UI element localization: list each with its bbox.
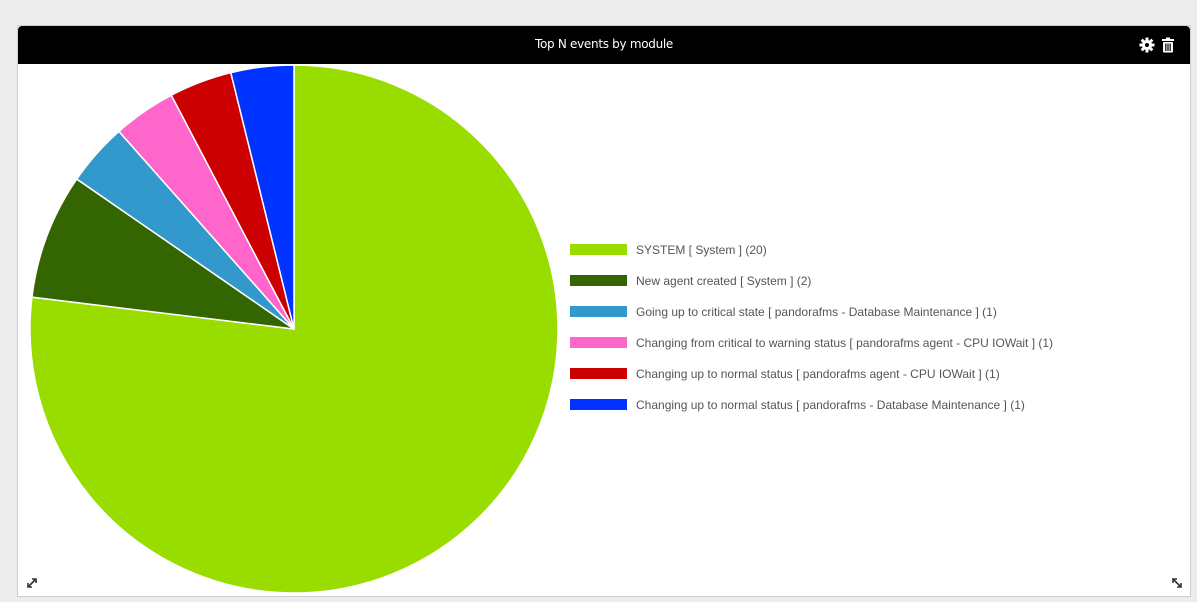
legend-item: Going up to critical state [ pandorafms … bbox=[570, 296, 1053, 327]
widget-panel: Top N events by module SYSTE bbox=[17, 25, 1191, 597]
legend-item: Changing up to normal status [ pandorafm… bbox=[570, 389, 1053, 420]
pie-chart bbox=[29, 64, 559, 594]
legend-label: Going up to critical state [ pandorafms … bbox=[636, 304, 997, 319]
widget-title: Top N events by module bbox=[534, 37, 673, 51]
legend-item: New agent created [ System ] (2) bbox=[570, 265, 1053, 296]
legend-swatch bbox=[570, 368, 627, 379]
legend-label: New agent created [ System ] (2) bbox=[636, 273, 812, 288]
legend-label: SYSTEM [ System ] (20) bbox=[636, 242, 767, 257]
resize-icon[interactable] bbox=[1170, 576, 1184, 590]
legend-item: SYSTEM [ System ] (20) bbox=[570, 234, 1053, 265]
resize-icon[interactable] bbox=[25, 576, 39, 590]
trash-icon[interactable] bbox=[1160, 37, 1176, 53]
gear-icon[interactable] bbox=[1139, 37, 1155, 53]
legend-swatch bbox=[570, 244, 627, 255]
legend-swatch bbox=[570, 337, 627, 348]
legend-swatch bbox=[570, 306, 627, 317]
legend-item: Changing up to normal status [ pandorafm… bbox=[570, 358, 1053, 389]
pie-slice[interactable] bbox=[229, 64, 295, 330]
legend-label: Changing from critical to warning status… bbox=[636, 335, 1054, 350]
legend-item: Changing from critical to warning status… bbox=[570, 327, 1053, 358]
chart-legend: SYSTEM [ System ] (20) New agent created … bbox=[570, 234, 1053, 420]
widget-titlebar: Top N events by module bbox=[18, 26, 1190, 64]
legend-label: Changing up to normal status [ pandorafm… bbox=[636, 397, 1025, 412]
legend-swatch bbox=[570, 399, 627, 410]
pie-slice[interactable] bbox=[31, 177, 295, 330]
legend-swatch bbox=[570, 275, 627, 286]
legend-label: Changing up to normal status [ pandorafm… bbox=[636, 366, 1000, 381]
